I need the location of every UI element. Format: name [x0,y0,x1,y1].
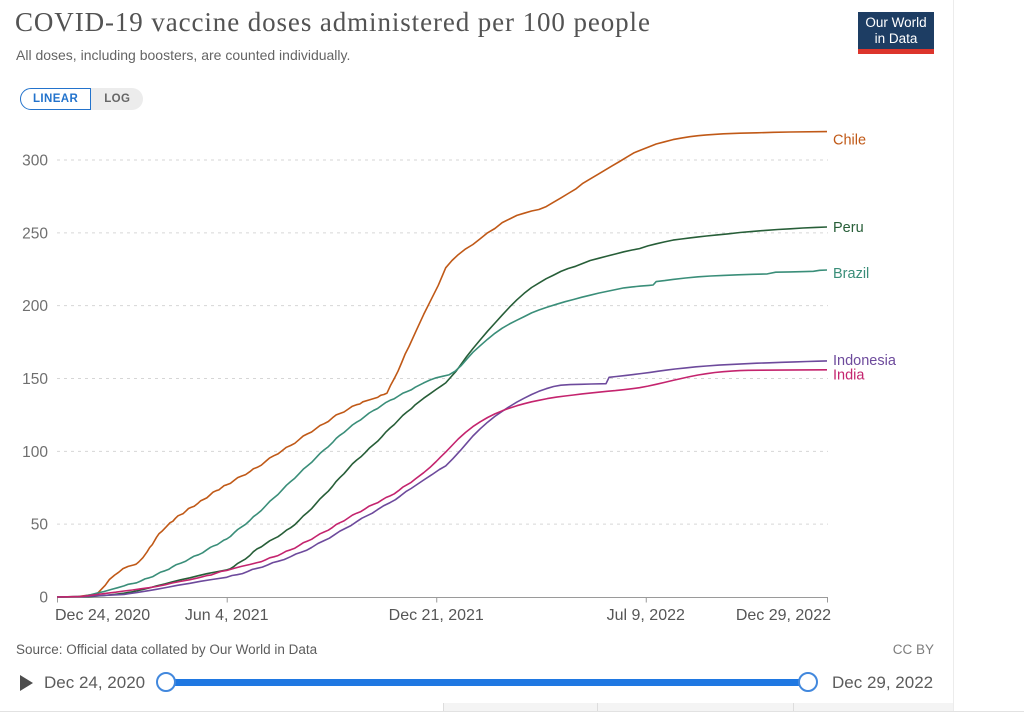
series-line-india[interactable] [56,368,828,598]
table-header-strip [443,703,954,711]
series-label-chile[interactable]: Chile [833,133,866,149]
scale-toggle: LINEAR LOG [20,88,144,110]
linear-button[interactable]: LINEAR [20,88,92,110]
owid-logo-line1: Our World [865,15,927,30]
y-axis-tick-label: 0 [39,590,48,607]
y-axis-tick-label: 50 [31,517,49,534]
series-label-peru[interactable]: Peru [833,220,864,236]
y-axis-tick-label: 200 [22,298,48,315]
chart-subtitle: All doses, including boosters, are count… [16,47,351,63]
series-line-chile[interactable] [56,130,828,598]
source-text: Source: Official data collated by Our Wo… [16,642,318,657]
divider-line [0,711,1024,712]
timeline-handle-start[interactable] [156,672,176,692]
x-axis-tick-label: Dec 21, 2021 [389,607,484,624]
series-label-brazil[interactable]: Brazil [833,266,869,282]
owid-logo-stripe [858,49,934,54]
series-label-indonesia[interactable]: Indonesia [833,353,897,369]
y-axis-tick-label: 300 [22,152,48,169]
series-line-brazil[interactable] [56,269,828,598]
x-axis-tick-label: Dec 29, 2022 [736,607,831,624]
table-header-cell [597,703,795,711]
timeline-end-label: Dec 29, 2022 [832,673,934,692]
timeline-start-label: Dec 24, 2020 [44,673,146,692]
y-axis-tick-label: 150 [22,371,48,388]
timeline-handle-end[interactable] [798,672,818,692]
x-axis-tick-label: Jul 9, 2022 [607,607,685,624]
log-button[interactable]: LOG [91,88,144,110]
table-header-cell [794,703,954,711]
frame-border [953,0,954,711]
y-axis-tick-label: 250 [22,225,48,242]
license-link[interactable]: CC BY [892,642,934,657]
series-line-indonesia[interactable] [56,360,828,598]
timeline-track[interactable] [167,679,808,686]
table-header-cell [444,703,598,711]
play-button[interactable] [20,675,33,691]
chart-title: COVID-19 vaccine doses administered per … [15,7,651,37]
owid-logo-text: Our World in Data [858,12,934,49]
x-axis-tick-label: Dec 24, 2020 [55,607,150,624]
series-label-india[interactable]: India [833,367,865,383]
y-axis-tick-label: 100 [22,444,48,461]
owid-logo-line2: in Data [874,31,918,46]
series-line-peru[interactable] [56,226,828,598]
owid-logo[interactable]: Our World in Data [858,12,934,54]
x-axis-tick-label: Jun 4, 2021 [185,607,269,624]
